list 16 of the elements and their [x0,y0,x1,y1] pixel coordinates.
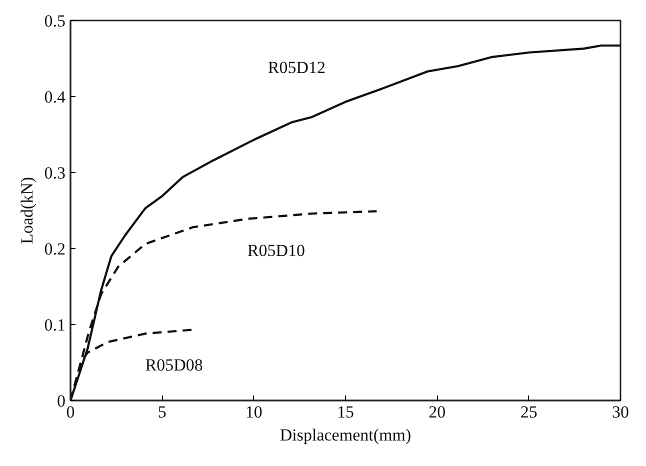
y-tick-label: 0.5 [44,12,66,30]
y-tick-label: 0.4 [44,88,66,106]
x-tick-label: 20 [428,402,446,422]
x-tick-label: 15 [337,402,354,422]
x-axis-title: Displacement(mm) [280,426,412,444]
y-tick-label: 0.3 [44,164,66,182]
series-label: R05D10 [247,240,306,260]
x-tick-label: 25 [520,402,538,422]
series-label: R05D08 [145,356,203,375]
y-tick-label: 0.2 [44,240,66,258]
series-label: R05D12 [268,58,326,77]
x-tick-label: 5 [158,402,166,422]
y-axis-title: Load(kN) [17,176,36,244]
x-tick-label: 30 [612,402,629,422]
y-tick-label: 0.1 [44,316,66,334]
x-tick-label: 10 [245,402,262,422]
